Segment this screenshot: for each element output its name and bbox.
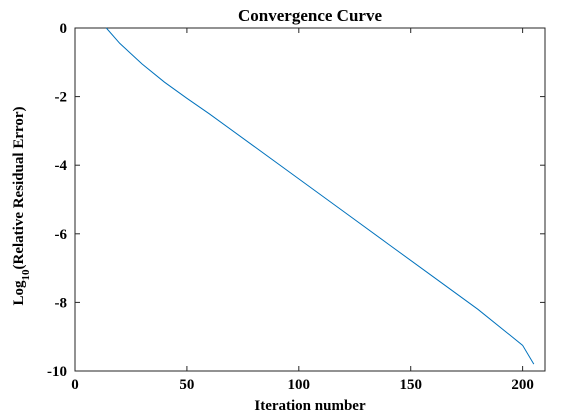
y-tick-label--8: -8 xyxy=(55,295,68,311)
y-axis-label-prefix: Log xyxy=(11,280,27,306)
y-tick-label--6: -6 xyxy=(55,227,68,243)
y-axis-ticks: 0 -2 -4 -6 -8 -10 xyxy=(47,21,545,380)
x-tick-label-100: 100 xyxy=(288,377,311,393)
chart-title: Convergence Curve xyxy=(238,6,382,25)
x-tick-label-150: 150 xyxy=(399,377,422,393)
x-tick-label-0: 0 xyxy=(71,377,79,393)
y-tick-label-0: 0 xyxy=(60,21,68,37)
x-axis-ticks: 0 50 100 150 200 xyxy=(71,28,534,393)
y-tick-label--4: -4 xyxy=(55,158,68,174)
y-axis-label: Log10(Relative Residual Error) xyxy=(11,106,32,305)
x-tick-label-200: 200 xyxy=(511,377,534,393)
y-tick-label--2: -2 xyxy=(55,90,68,106)
y-tick-label--10: -10 xyxy=(47,364,67,380)
y-axis-label-suffix: (Relative Residual Error) xyxy=(11,106,27,269)
x-axis-label: Iteration number xyxy=(254,398,366,412)
plot-frame xyxy=(74,27,546,372)
y-axis-label-subscript: 10 xyxy=(20,269,32,281)
series-line xyxy=(105,27,535,365)
x-tick-label-50: 50 xyxy=(179,377,194,393)
